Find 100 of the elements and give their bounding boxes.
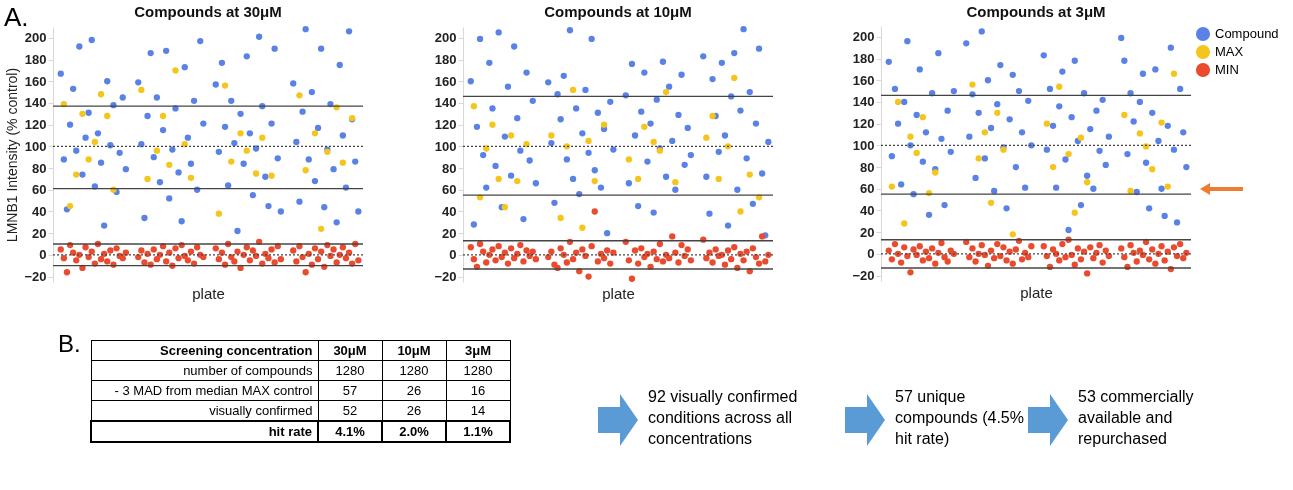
point <box>1164 183 1171 190</box>
point <box>1077 134 1085 141</box>
y-tick-label: 80 <box>860 159 875 175</box>
y-tick-label: 180 <box>852 51 875 67</box>
legend-label: MAX <box>1215 44 1244 59</box>
y-tick-label: −20 <box>434 269 457 285</box>
point <box>888 183 896 190</box>
point <box>715 175 722 183</box>
text: 3μM <box>446 340 510 361</box>
point <box>907 133 914 140</box>
chart-title: Compounds at 30μM <box>134 3 282 21</box>
point <box>975 155 982 162</box>
point <box>153 147 161 154</box>
point <box>585 137 592 145</box>
point <box>215 210 223 217</box>
point <box>1121 111 1128 119</box>
y-tick-label: 140 <box>434 95 457 111</box>
point <box>91 138 99 146</box>
point <box>483 145 490 152</box>
y-axis-title: LMNB1 Intensity (% control) <box>4 67 21 243</box>
point <box>641 123 648 130</box>
y-tick-label: 80 <box>442 160 457 176</box>
y-tick-label: 100 <box>434 138 457 154</box>
chart-title: Compounds at 10μM <box>544 3 692 21</box>
point <box>228 158 235 165</box>
point <box>181 141 188 148</box>
legend-label: MIN <box>1215 62 1239 77</box>
y-tick-label: 100 <box>24 138 47 154</box>
point <box>501 203 509 211</box>
y-tick-label: 60 <box>442 182 457 198</box>
y-tick-label: −20 <box>24 269 47 285</box>
point <box>746 171 753 178</box>
y-tick-label: 120 <box>852 116 875 132</box>
x-axis-title: plate <box>602 284 635 302</box>
text: 53 commercially available and repurchased <box>1078 387 1195 449</box>
y-tick-label: 60 <box>860 181 875 197</box>
point <box>187 174 195 181</box>
point <box>104 112 111 120</box>
text: 4.1% <box>318 421 382 442</box>
point <box>144 175 151 183</box>
text: 16 <box>446 380 510 401</box>
y-tick-label: 120 <box>24 117 47 133</box>
y-tick-label: 40 <box>860 202 875 218</box>
point <box>981 129 989 136</box>
point <box>507 132 515 139</box>
point <box>579 224 586 231</box>
y-tick-label: 40 <box>32 203 47 219</box>
point <box>339 159 347 166</box>
y-tick-label: 20 <box>32 225 47 241</box>
point <box>1056 83 1063 90</box>
text: B. <box>58 330 81 358</box>
text: - 3 MAD from median MAX control <box>91 380 318 401</box>
text: number of compounds <box>91 360 318 381</box>
text: 1280 <box>446 360 510 381</box>
text: 92 visually confirmed conditions across all concentrations <box>648 387 799 449</box>
y-tick-label: 160 <box>852 72 875 88</box>
y-tick-label: 180 <box>24 52 47 68</box>
point <box>221 82 229 89</box>
point <box>514 177 521 185</box>
point <box>548 132 555 139</box>
point <box>138 86 145 94</box>
point <box>969 81 976 88</box>
y-tick-label: 200 <box>434 30 457 46</box>
point <box>1043 120 1051 127</box>
point <box>259 134 266 141</box>
point <box>1009 231 1016 238</box>
y-tick-label: 140 <box>852 94 875 110</box>
point <box>625 156 633 163</box>
point <box>97 91 105 98</box>
point <box>731 74 738 82</box>
text: 2.0% <box>382 421 446 442</box>
y-tick-label: 160 <box>434 73 457 89</box>
point <box>703 134 710 141</box>
y-tick-label: 100 <box>852 137 875 153</box>
y-tick-label: 0 <box>449 247 457 263</box>
point <box>672 179 679 186</box>
y-tick-label: 140 <box>24 95 47 111</box>
point <box>569 86 577 94</box>
y-tick-label: 80 <box>32 160 47 176</box>
point <box>1142 143 1150 150</box>
point <box>563 143 571 150</box>
text: 57 unique compounds (4.5% hit rate) <box>895 387 1025 449</box>
text: A. <box>4 2 29 33</box>
text: hit rate <box>91 421 318 442</box>
y-tick-label: 200 <box>852 29 875 45</box>
point <box>470 103 478 110</box>
point <box>1149 166 1156 173</box>
point <box>79 110 86 117</box>
point <box>634 175 642 183</box>
point <box>650 138 657 146</box>
point <box>66 202 74 210</box>
point <box>237 130 244 137</box>
point <box>737 208 744 215</box>
y-tick-label: 60 <box>32 182 47 198</box>
text: 14 <box>446 400 510 421</box>
x-axis-title: plate <box>1020 283 1053 301</box>
point <box>1170 70 1178 77</box>
point <box>1158 119 1165 126</box>
point <box>523 141 530 148</box>
text: 1280 <box>318 360 382 381</box>
